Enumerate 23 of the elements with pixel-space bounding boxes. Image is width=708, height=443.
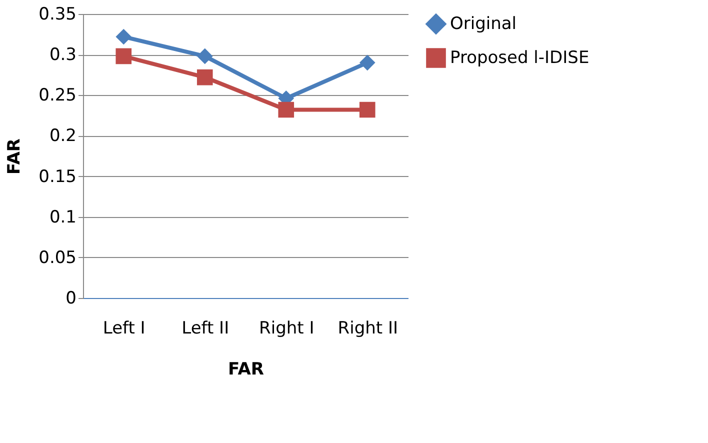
point — [116, 28, 132, 45]
point — [359, 54, 376, 71]
y-axis-title: FAR — [4, 138, 25, 174]
point — [278, 102, 294, 118]
y-tick-label: 0.25 — [38, 86, 76, 106]
point — [116, 48, 132, 64]
x-axis-title: FAR — [228, 360, 264, 380]
x-tick-label: Right I — [259, 318, 314, 338]
x-tick-label: Left II — [182, 318, 230, 338]
legend-label: Original — [450, 14, 517, 34]
y-tick-label: 0 — [66, 288, 76, 308]
point — [196, 69, 213, 86]
x-tick-label: Left I — [102, 318, 146, 338]
y-tick-label: 0.2 — [49, 126, 76, 146]
y-tick-label: 0.3 — [49, 45, 76, 66]
y-tick-label: 0.15 — [38, 166, 76, 187]
x-tick-label: Right II — [338, 318, 398, 338]
y-tick-label: 0.1 — [49, 207, 76, 228]
point — [359, 102, 376, 118]
y-tick-label: 0.35 — [38, 4, 76, 24]
legend-label: Proposed l-IDISE — [450, 48, 590, 68]
point — [196, 48, 213, 64]
y-tick-label: 0.05 — [38, 248, 76, 268]
